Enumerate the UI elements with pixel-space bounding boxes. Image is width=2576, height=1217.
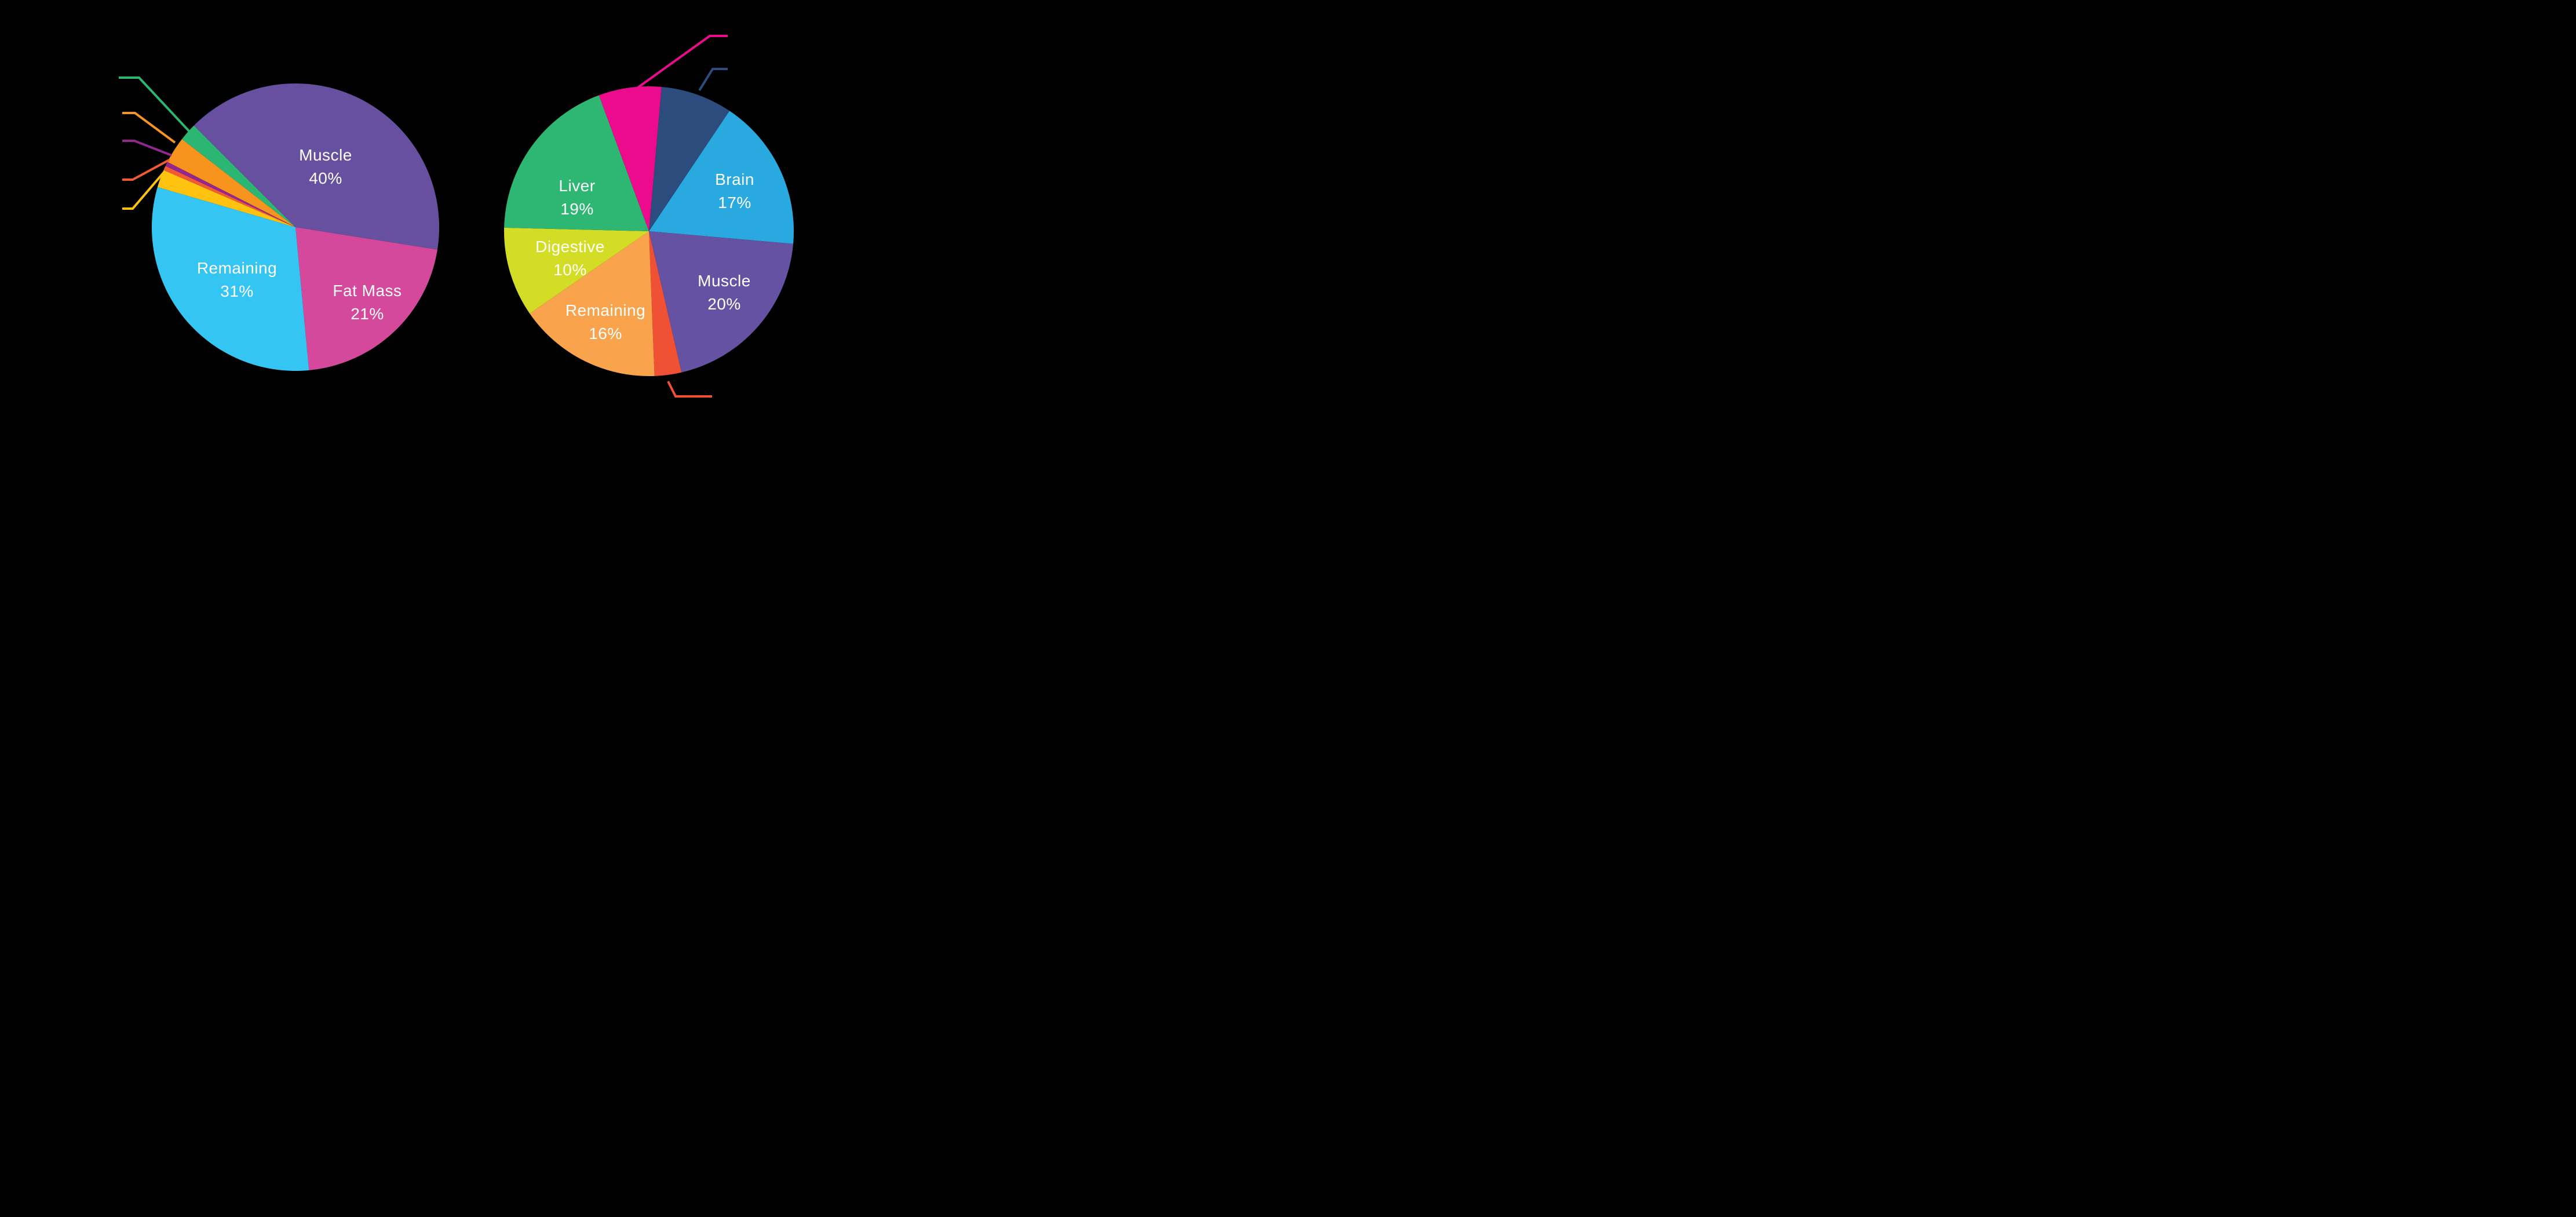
leader-line-unlabeled-slice-7 — [119, 76, 190, 132]
leader-line-unlabeled-slice-3 — [122, 171, 165, 210]
organ-energy-pie: Brain 17% Muscle 20% Remaining 16% Digestive 10… — [503, 35, 794, 398]
pie-slice-unlabeled-7 — [599, 86, 662, 231]
pie-slice-unlabeled-3 — [157, 170, 295, 227]
slice-label-fat-mass: Fat Mass 21% — [333, 282, 402, 323]
slice-label-muscle: Muscle 20% — [698, 272, 751, 313]
pie-slice-unlabeled-3 — [649, 231, 682, 376]
pie-slice-remaining — [152, 187, 309, 371]
pie-slice-brain — [649, 111, 794, 244]
leader-line-unlabeled-slice-5 — [122, 140, 172, 156]
slice-label-value: 20% — [707, 295, 741, 313]
slice-label-value: 10% — [553, 261, 587, 279]
slice-label-liver: Liver 19% — [559, 177, 595, 218]
slice-label-remaining: Remaining 16% — [565, 301, 645, 342]
slice-label-muscle: Muscle 40% — [299, 146, 352, 187]
pie-slice-digestive — [503, 227, 649, 314]
slice-label-name: Digestive — [535, 238, 605, 256]
pie-charts-canvas: Muscle 40% Fat Mass 21% Remaining 31% Brain 17… — [119, 35, 794, 398]
slice-label-value: 19% — [560, 200, 594, 218]
leader-line-unlabeled-slice-3 — [667, 381, 712, 398]
pie-slice-muscle — [194, 83, 440, 250]
slice-label-name: Liver — [559, 177, 595, 195]
slice-label-name: Remaining — [197, 259, 277, 277]
leader-line-unlabeled-slice-4 — [122, 159, 170, 181]
slice-label-digestive: Digestive 10% — [535, 238, 605, 279]
slice-label-name: Muscle — [299, 146, 352, 164]
slice-label-name: Remaining — [565, 301, 645, 319]
pie-slice-unlabeled-0 — [649, 86, 730, 231]
pie-slice-fat-mass — [295, 227, 437, 370]
body-composition-pie: Muscle 40% Fat Mass 21% Remaining 31% — [119, 76, 440, 371]
leader-line-unlabeled-slice-7 — [633, 35, 728, 92]
slice-label-remaining: Remaining 31% — [197, 259, 277, 300]
slice-label-name: Muscle — [698, 272, 751, 290]
slice-label-name: Fat Mass — [333, 282, 402, 300]
pie-slice-unlabeled-6 — [167, 139, 295, 227]
slice-label-brain: Brain 17% — [715, 170, 754, 212]
slice-label-value: 31% — [220, 282, 254, 300]
pie-slice-remaining — [530, 231, 655, 377]
pie-slice-muscle — [649, 231, 794, 373]
leader-line-unlabeled-slice-6 — [122, 112, 176, 144]
leader-line-unlabeled-slice-0 — [698, 68, 728, 92]
infographic-stage: Muscle 40% Fat Mass 21% Remaining 31% Brain 17… — [0, 0, 859, 406]
slice-label-value: 21% — [351, 305, 384, 323]
slice-label-value: 40% — [309, 169, 342, 187]
pie-slice-unlabeled-5 — [165, 162, 295, 227]
slice-label-value: 16% — [589, 325, 622, 342]
pie-slice-unlabeled-4 — [163, 166, 295, 227]
pie-slice-unlabeled-7 — [182, 125, 295, 227]
slice-label-name: Brain — [715, 170, 754, 188]
pie-slice-liver — [504, 95, 649, 231]
slice-label-value: 17% — [718, 194, 751, 212]
